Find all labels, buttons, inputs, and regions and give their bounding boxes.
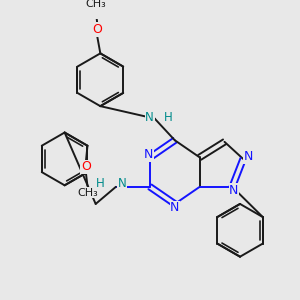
Text: N: N xyxy=(145,110,154,124)
Text: O: O xyxy=(81,160,91,173)
Text: CH₃: CH₃ xyxy=(77,188,98,198)
Text: H: H xyxy=(164,110,173,124)
Text: CH₃: CH₃ xyxy=(85,0,106,9)
Text: H: H xyxy=(96,177,105,190)
Text: N: N xyxy=(144,148,153,161)
Text: N: N xyxy=(117,177,126,190)
Text: N: N xyxy=(170,201,179,214)
Text: O: O xyxy=(92,23,102,36)
Text: N: N xyxy=(244,150,254,163)
Text: N: N xyxy=(229,184,239,197)
